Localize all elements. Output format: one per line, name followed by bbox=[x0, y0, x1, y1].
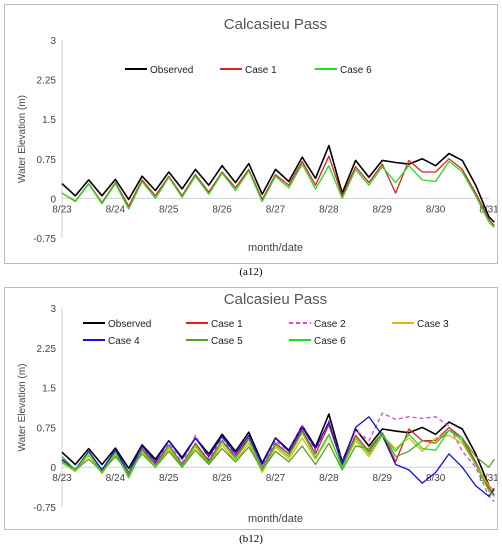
x-tick-label: 8/29 bbox=[373, 204, 393, 215]
legend-label: Case 1 bbox=[211, 319, 243, 330]
x-tick-label: 8/30 bbox=[426, 473, 446, 484]
y-tick-label: 3 bbox=[50, 36, 56, 47]
x-tick-label: 8/28 bbox=[319, 204, 339, 215]
y-tick-label: -0.75 bbox=[33, 234, 56, 245]
chart-panel-a: Calcasieu Pass 3 2.25 1.5 0.75 0 -0.75 8/23 8/24… bbox=[4, 4, 498, 264]
x-tick-label: 8/26 bbox=[212, 204, 232, 215]
x-tick-label: 8/28 bbox=[319, 473, 339, 484]
y-tick-label: 0.75 bbox=[37, 423, 57, 434]
y-axis-label: Water Elevation (m) bbox=[17, 364, 28, 452]
chart-panel-b: Calcasieu Pass 3 2.25 1.5 0.75 0 -0.75 8/23 8/24… bbox=[4, 287, 498, 530]
y-tick-label: 0.75 bbox=[37, 155, 57, 166]
legend-label: Case 6 bbox=[314, 336, 346, 347]
legend-label: Case 2 bbox=[314, 319, 346, 330]
x-tick-label: 8/23 bbox=[52, 473, 72, 484]
legend-label: Observed bbox=[108, 319, 151, 330]
x-tick-label: 8/25 bbox=[159, 204, 179, 215]
y-axis-label: Water Elevation (m) bbox=[17, 95, 28, 183]
series-line-case-2 bbox=[62, 413, 494, 502]
x-tick-label: 8/25 bbox=[159, 473, 179, 484]
legend-label: Observed bbox=[150, 65, 193, 76]
y-tick-label: 3 bbox=[50, 304, 56, 315]
chart-title: Calcasieu Pass bbox=[224, 16, 327, 33]
legend-label: Case 1 bbox=[245, 65, 277, 76]
legend-label: Case 5 bbox=[211, 336, 243, 347]
chart-title: Calcasieu Pass bbox=[224, 291, 327, 308]
caption-a: (a12) bbox=[0, 266, 502, 278]
series-line-case-4 bbox=[62, 417, 494, 497]
series-line-case-1 bbox=[62, 156, 494, 226]
x-tick-label: 8/24 bbox=[106, 473, 126, 484]
x-axis-label: month/date bbox=[248, 513, 303, 525]
x-tick-label: 8/26 bbox=[212, 473, 232, 484]
x-tick-label: 8/27 bbox=[266, 473, 286, 484]
x-tick-label: 8/27 bbox=[266, 204, 286, 215]
caption-b: (b12) bbox=[0, 533, 502, 545]
series-line-case-1 bbox=[62, 425, 494, 495]
legend-label: Case 6 bbox=[340, 65, 372, 76]
legend-label: Case 3 bbox=[417, 319, 449, 330]
x-tick-label: 8/29 bbox=[373, 473, 393, 484]
y-tick-label: 1.5 bbox=[42, 384, 56, 395]
legend-label: Case 4 bbox=[108, 336, 140, 347]
x-axis-label: month/date bbox=[248, 242, 303, 254]
y-tick-label: 2.25 bbox=[37, 344, 57, 355]
y-tick-label: 2.25 bbox=[37, 76, 57, 87]
x-tick-label: 8/30 bbox=[426, 204, 446, 215]
x-tick-label: 8/23 bbox=[52, 204, 72, 215]
y-tick-label: -0.75 bbox=[33, 503, 56, 514]
x-tick-label: 8/24 bbox=[106, 204, 126, 215]
y-tick-label: 1.5 bbox=[42, 115, 56, 126]
